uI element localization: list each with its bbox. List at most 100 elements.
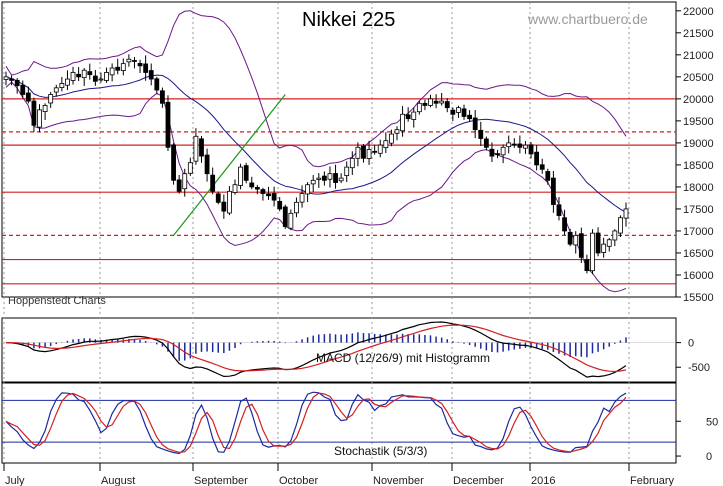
candle-body xyxy=(495,153,500,156)
candle-body xyxy=(344,166,350,177)
watermark: www.chartbuero.de xyxy=(527,11,648,27)
candle-body xyxy=(221,201,227,212)
candle-body xyxy=(254,187,260,190)
macd-signal-line xyxy=(5,324,627,373)
stochastic-tick-label: 50 xyxy=(706,416,718,428)
macd-line xyxy=(5,321,627,378)
candle-body xyxy=(305,184,311,195)
candle-body xyxy=(338,177,344,182)
support-resistance-levels xyxy=(2,98,676,285)
candle-body xyxy=(590,232,595,272)
candle-body xyxy=(355,146,361,159)
candle-body xyxy=(377,144,383,154)
stochastic-tick-label: 0 xyxy=(706,451,712,463)
candle-body xyxy=(20,84,26,95)
candle-body xyxy=(59,83,65,88)
candle-body xyxy=(383,140,389,149)
candle-body xyxy=(416,102,422,113)
month-label: September xyxy=(194,475,248,486)
macd-label: MACD (12/26/9) mit Histogramm xyxy=(316,351,490,365)
candle-body xyxy=(478,129,484,139)
candle-body xyxy=(87,71,93,76)
candle-body xyxy=(260,189,266,194)
price-panel-frame xyxy=(1,1,677,298)
price-tick-label: 18500 xyxy=(683,160,714,172)
candle-body xyxy=(444,101,450,109)
candle-body xyxy=(562,217,567,232)
candle-body xyxy=(310,179,316,185)
candle-body xyxy=(623,208,629,219)
macd-axis: 0 -500 xyxy=(676,338,710,374)
stochastic-panel xyxy=(2,391,676,455)
candle-body xyxy=(612,230,618,241)
price-tick-label: 16500 xyxy=(683,248,714,260)
candle-body xyxy=(65,78,70,86)
candle-body xyxy=(199,138,204,157)
candle-body xyxy=(539,164,545,170)
candle-body xyxy=(204,154,210,175)
candle-body xyxy=(115,66,121,71)
price-tick-label: 19500 xyxy=(683,116,714,128)
candle-body xyxy=(132,60,137,62)
candle-body xyxy=(550,177,556,205)
candle-body xyxy=(316,177,322,180)
candle-body xyxy=(556,204,562,216)
price-tick-label: 15500 xyxy=(683,292,714,304)
candle-body xyxy=(618,217,623,234)
price-tick-label: 22000 xyxy=(683,6,714,18)
bollinger-upper xyxy=(5,10,627,168)
chart-title: Nikkei 225 xyxy=(302,9,395,31)
candle-body xyxy=(14,79,20,87)
stochastic-panel-frame xyxy=(1,382,677,464)
candle-body xyxy=(104,72,109,81)
candle-body xyxy=(433,100,439,104)
candlesticks xyxy=(3,54,629,275)
candle-body xyxy=(567,231,573,245)
macd-tick-label: -500 xyxy=(688,362,710,374)
macd-tick-label: 0 xyxy=(688,338,694,350)
candle-body xyxy=(42,105,48,112)
price-tick-label: 19000 xyxy=(683,138,714,150)
panel-frames xyxy=(1,1,677,464)
candle-body xyxy=(165,101,171,148)
price-tick-label: 21000 xyxy=(683,50,714,62)
candle-body xyxy=(48,94,54,104)
candle-body xyxy=(483,138,489,148)
candle-body xyxy=(187,162,193,174)
candle-body xyxy=(215,193,221,203)
price-tick-label: 21500 xyxy=(683,28,714,40)
month-label: December xyxy=(453,475,504,486)
candle-body xyxy=(120,63,126,71)
candle-body xyxy=(467,114,473,120)
candle-body xyxy=(366,149,372,159)
price-tick-label: 17500 xyxy=(683,204,714,216)
bollinger-lower xyxy=(5,81,627,293)
candle-body xyxy=(70,72,76,81)
candle-body xyxy=(126,58,132,63)
bollinger-bands xyxy=(5,10,627,293)
candle-body xyxy=(76,73,82,78)
candle-body xyxy=(282,206,288,227)
candle-body xyxy=(299,193,305,203)
candle-body xyxy=(405,114,411,120)
candle-body xyxy=(461,108,467,117)
candle-body xyxy=(472,117,478,131)
price-tick-label: 18000 xyxy=(683,182,714,194)
candle-body xyxy=(456,107,461,113)
candle-body xyxy=(411,111,417,120)
candle-body xyxy=(193,135,199,162)
candle-body xyxy=(109,67,115,76)
price-tick-label: 20500 xyxy=(683,72,714,84)
candle-body xyxy=(171,144,176,181)
candle-body xyxy=(243,165,249,181)
candle-body xyxy=(98,78,104,81)
month-label: 2016 xyxy=(531,475,555,486)
month-label: February xyxy=(630,475,675,486)
candle-body xyxy=(517,143,523,148)
uptrend-line xyxy=(173,94,286,236)
candle-body xyxy=(154,78,160,91)
candle-body xyxy=(31,100,37,126)
stochastic-axis: 0 50 xyxy=(676,416,718,463)
month-label: August xyxy=(101,475,135,486)
candle-body xyxy=(327,173,333,180)
